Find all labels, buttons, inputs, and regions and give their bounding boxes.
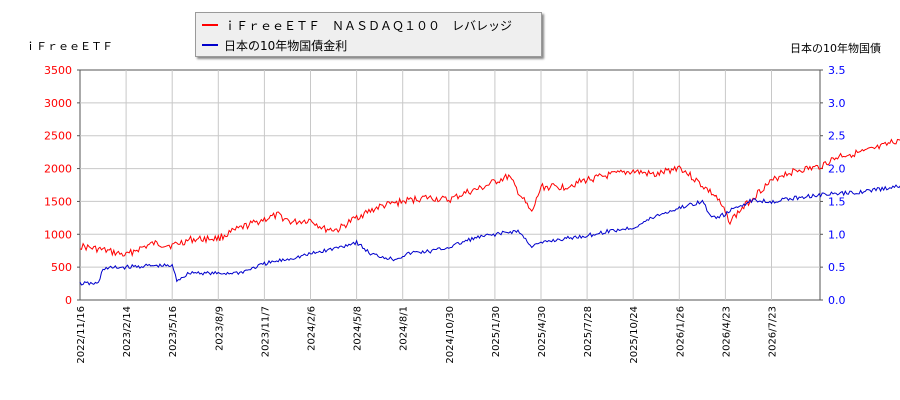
x-tick-label: 2026/7/23	[768, 306, 779, 357]
x-tick-label: 2022/11/16	[76, 306, 87, 364]
right-tick-label: 1.5	[828, 195, 846, 208]
left-tick-label: 500	[51, 261, 72, 274]
left-tick-label: 3000	[44, 97, 72, 110]
left-axis-title: ｉＦｒｅｅＥＴＦ	[25, 40, 113, 53]
right-axis: 0.0 0.5 1.0 1.5 2.0 2.5 3.0 3.5	[820, 64, 846, 307]
left-tick-label: 3500	[44, 64, 72, 77]
x-tick-label: 2024/2/6	[307, 306, 318, 351]
right-tick-label: 2.5	[828, 130, 846, 143]
x-tick-label: 2025/4/30	[537, 306, 548, 357]
left-tick-label: 2500	[44, 130, 72, 143]
right-tick-label: 0.5	[828, 261, 846, 274]
legend-swatch-etf	[202, 24, 218, 26]
right-tick-label: 1.0	[828, 228, 846, 241]
legend-item-jgb: 日本の10年物国債金利	[202, 36, 347, 54]
plot-area	[79, 69, 821, 301]
right-axis-title: 日本の10年物国債	[790, 42, 881, 55]
right-tick-label: 3.5	[828, 64, 846, 77]
series-line-jgb	[79, 184, 900, 286]
legend-item-etf: ｉＦｒｅｅＥＴＦ ＮＡＳＤＡＱ１００ レバレッジ	[202, 16, 512, 34]
x-tick-label: 2024/5/8	[353, 306, 364, 351]
legend: ｉＦｒｅｅＥＴＦ ＮＡＳＤＡＱ１００ レバレッジ 日本の10年物国債金利	[195, 12, 542, 57]
x-axis: 2022/11/16 2023/2/14 2023/5/16 2023/8/9 2023…	[76, 306, 779, 364]
x-tick-label: 2025/1/30	[491, 306, 502, 357]
x-tick-label: 2025/7/28	[583, 306, 594, 357]
x-tick-label: 2023/2/14	[122, 306, 133, 357]
x-tick-label: 2024/8/1	[399, 306, 410, 351]
left-tick-label: 2000	[44, 163, 72, 176]
left-tick-label: 1000	[44, 228, 72, 241]
legend-swatch-jgb	[202, 44, 218, 46]
series-layer	[79, 138, 900, 286]
legend-label-etf: ｉＦｒｅｅＥＴＦ ＮＡＳＤＡＱ１００ レバレッジ	[224, 18, 513, 33]
grid	[80, 70, 820, 300]
x-tick-label: 2026/1/26	[675, 306, 686, 357]
x-tick-label: 2023/8/9	[214, 306, 225, 351]
x-tick-label: 2026/4/23	[721, 306, 732, 357]
left-tick-label: 0	[65, 294, 72, 307]
series-line-etf	[79, 138, 900, 258]
x-tick-label: 2023/5/16	[168, 306, 179, 357]
right-tick-label: 3.0	[828, 97, 846, 110]
legend-label-jgb: 日本の10年物国債金利	[224, 38, 348, 53]
right-tick-label: 2.0	[828, 163, 846, 176]
x-tick-label: 2025/10/24	[629, 306, 640, 364]
x-tick-label: 2024/10/30	[445, 306, 456, 364]
right-tick-label: 0.0	[828, 294, 846, 307]
left-tick-label: 1500	[44, 195, 72, 208]
left-axis: 0 500 1000 1500 2000 2500 3000 3500	[44, 64, 80, 307]
x-tick-label: 2023/11/7	[260, 306, 271, 357]
